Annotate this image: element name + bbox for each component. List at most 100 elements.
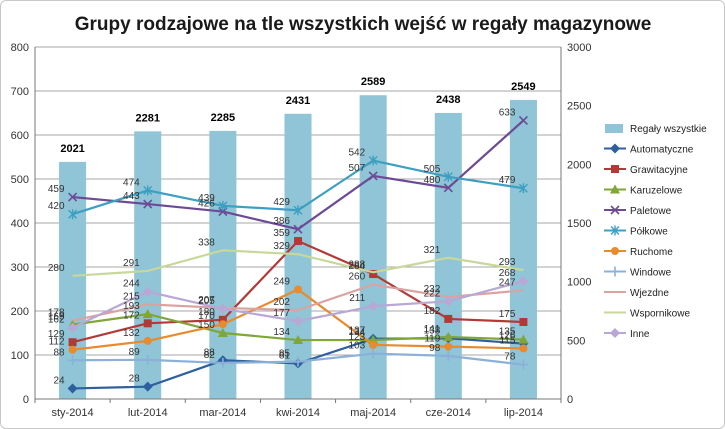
series-point bbox=[369, 270, 378, 279]
point-data-label: 81 bbox=[279, 350, 291, 361]
point-data-label: 103 bbox=[348, 341, 365, 352]
y-left-tick-label: 300 bbox=[11, 262, 29, 274]
series-point bbox=[294, 237, 302, 246]
x-tick-label: lut-2014 bbox=[128, 407, 168, 419]
series-line bbox=[72, 249, 524, 277]
legend-label: Półkowe bbox=[630, 227, 668, 238]
series-point bbox=[68, 209, 78, 220]
point-data-label: 132 bbox=[123, 328, 140, 339]
series-point bbox=[218, 320, 227, 329]
y-left-tick-label: 500 bbox=[11, 174, 29, 186]
point-data-label: 88 bbox=[204, 347, 216, 358]
point-data-label: 177 bbox=[273, 308, 290, 319]
series-point bbox=[294, 285, 302, 294]
point-data-label: 85 bbox=[279, 349, 291, 360]
point-data-label: 288 bbox=[348, 259, 365, 270]
point-data-label: 426 bbox=[198, 199, 215, 210]
series-point bbox=[368, 171, 378, 181]
bar-data-label: 2549 bbox=[511, 81, 535, 93]
series-point bbox=[368, 155, 378, 166]
x-tick-label: mar-2014 bbox=[199, 407, 246, 419]
legend-swatch-marker bbox=[610, 184, 620, 194]
series-point bbox=[368, 348, 379, 359]
legend-label-bars: Regały wszystkie bbox=[630, 124, 707, 135]
point-data-label: 443 bbox=[123, 191, 140, 202]
point-data-label: 247 bbox=[499, 277, 516, 288]
point-data-label: 260 bbox=[348, 272, 365, 283]
series-point bbox=[518, 334, 529, 344]
point-data-label: 480 bbox=[424, 175, 441, 186]
point-data-label: 420 bbox=[48, 201, 65, 212]
y-right-tick-label: 500 bbox=[567, 335, 585, 347]
point-data-label: 135 bbox=[499, 327, 516, 338]
point-data-label: 115 bbox=[499, 335, 515, 346]
point-data-label: 232 bbox=[424, 284, 441, 295]
y-right-tick-label: 3000 bbox=[567, 42, 591, 54]
point-data-label: 170 bbox=[198, 311, 215, 322]
series-point bbox=[67, 322, 78, 333]
point-data-label: 24 bbox=[53, 375, 65, 386]
point-data-label: 211 bbox=[349, 293, 365, 304]
point-data-label: 222 bbox=[424, 288, 441, 299]
y-left-tick-label: 600 bbox=[11, 130, 29, 142]
axes: 0 100 200 300 400 500 600 700 800 0 500 1000 1500 200… bbox=[11, 42, 592, 419]
y-right-tick-label: 1500 bbox=[567, 218, 591, 230]
bar-data-label: 2431 bbox=[286, 95, 310, 107]
series-point bbox=[218, 315, 227, 324]
legend-swatch-bars bbox=[605, 124, 623, 133]
point-data-label: 429 bbox=[273, 197, 290, 208]
series-point bbox=[444, 342, 453, 351]
point-data-label: 119 bbox=[424, 334, 440, 345]
legend-label: Automatyczne bbox=[630, 145, 694, 156]
point-data-label: 150 bbox=[198, 320, 215, 331]
series-point bbox=[143, 199, 153, 209]
point-data-label: 89 bbox=[129, 347, 141, 358]
legend-swatch-marker bbox=[611, 247, 619, 255]
point-data-label: 98 bbox=[429, 343, 441, 354]
point-data-label: 78 bbox=[504, 352, 516, 363]
legend-label: Wspornikowe bbox=[630, 309, 690, 320]
point-data-label: 505 bbox=[424, 164, 441, 175]
series-point bbox=[217, 303, 228, 314]
point-data-label: 507 bbox=[348, 163, 365, 174]
bar-data-label: 2438 bbox=[436, 94, 460, 106]
point-data-label: 459 bbox=[48, 184, 65, 195]
legend-swatch-marker bbox=[611, 165, 619, 173]
x-tick-label: lip-2014 bbox=[504, 407, 543, 419]
point-data-label: 291 bbox=[123, 258, 140, 269]
series-point bbox=[68, 345, 77, 354]
series-point bbox=[218, 200, 228, 211]
series-point bbox=[67, 383, 78, 394]
legend-swatch-marker bbox=[610, 328, 620, 338]
point-data-label: 338 bbox=[198, 237, 215, 248]
x-tick-label: cze-2014 bbox=[426, 407, 471, 419]
y-right-tick-label: 2000 bbox=[567, 159, 591, 171]
point-data-label: 134 bbox=[348, 327, 365, 338]
series-point bbox=[293, 224, 303, 234]
point-data-label: 169 bbox=[48, 312, 65, 323]
point-data-label: 182 bbox=[424, 306, 441, 317]
point-data-label: 88 bbox=[53, 347, 65, 358]
y-right-tick-label: 0 bbox=[567, 394, 573, 406]
point-data-label: 178 bbox=[48, 308, 65, 319]
point-data-label: 386 bbox=[273, 216, 290, 227]
point-data-label: 180 bbox=[198, 307, 215, 318]
point-data-label: 633 bbox=[499, 107, 516, 118]
series-point bbox=[67, 355, 78, 366]
bar-data-label: 2285 bbox=[211, 112, 235, 124]
bar-data-label: 2281 bbox=[135, 112, 159, 124]
point-data-label: 123 bbox=[348, 332, 365, 343]
point-data-label: 134 bbox=[273, 327, 290, 338]
series-point bbox=[68, 338, 77, 347]
point-data-label: 293 bbox=[499, 257, 516, 268]
y-left-tick-label: 0 bbox=[23, 394, 29, 406]
series-point bbox=[518, 183, 528, 194]
point-data-label: 542 bbox=[348, 148, 365, 159]
line-series bbox=[67, 115, 529, 394]
point-data-label: 215 bbox=[123, 291, 140, 302]
legend-swatch-marker bbox=[610, 205, 620, 215]
point-data-label: 280 bbox=[48, 263, 65, 274]
point-data-label: 205 bbox=[198, 296, 215, 307]
point-data-label: 138 bbox=[424, 325, 441, 336]
